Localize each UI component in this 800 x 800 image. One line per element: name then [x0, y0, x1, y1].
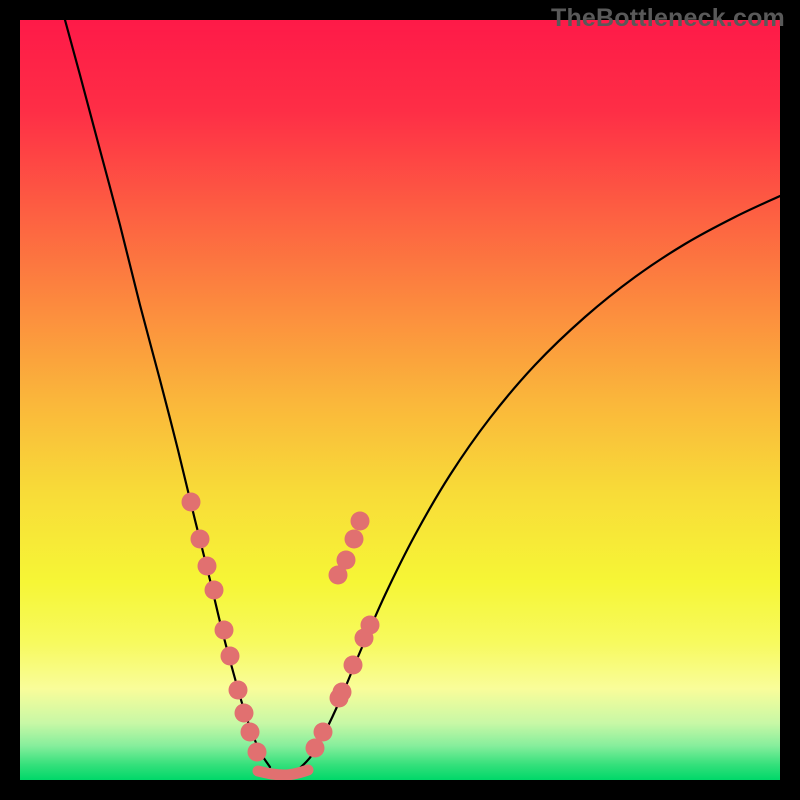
data-point	[314, 723, 333, 742]
chart-frame	[0, 0, 800, 800]
data-point	[248, 743, 267, 762]
data-point	[182, 493, 201, 512]
data-point	[229, 681, 248, 700]
data-point	[329, 566, 348, 585]
data-point	[221, 647, 240, 666]
data-point	[205, 581, 224, 600]
data-point	[361, 616, 380, 635]
data-point	[344, 656, 363, 675]
data-point	[198, 557, 217, 576]
data-point	[215, 621, 234, 640]
data-point	[345, 530, 364, 549]
data-point	[235, 704, 254, 723]
valley-floor	[258, 770, 308, 775]
data-point	[333, 683, 352, 702]
data-point	[191, 530, 210, 549]
chart-background	[20, 20, 780, 780]
watermark-text: TheBottleneck.com	[551, 4, 785, 33]
data-point	[351, 512, 370, 531]
chart-svg	[0, 0, 800, 800]
data-point	[241, 723, 260, 742]
